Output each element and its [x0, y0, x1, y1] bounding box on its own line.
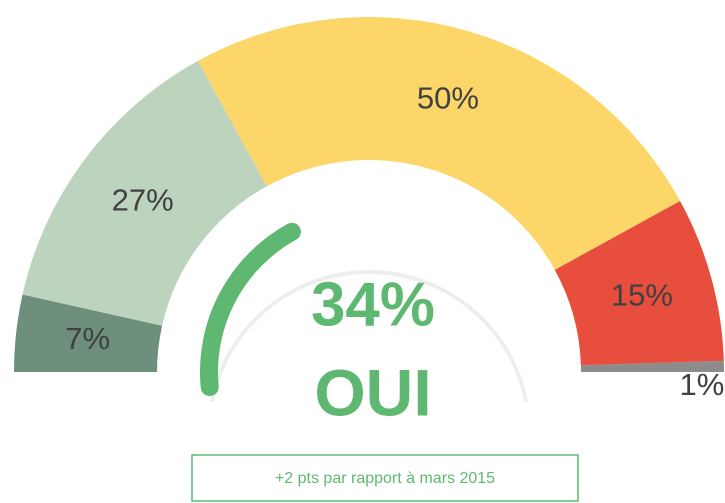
gauge-value: 34%: [311, 270, 435, 339]
gauge-arc: [200, 222, 301, 397]
segment-label: 1%: [680, 367, 725, 402]
annotation: +2 pts par rapport à mars 2015: [275, 470, 495, 487]
segment: [22, 60, 267, 326]
gauge-track: [209, 269, 529, 403]
annotation-box: [191, 454, 579, 502]
segment-label: 7%: [65, 321, 110, 356]
segment-label: 27%: [112, 182, 174, 217]
segment: [14, 294, 163, 372]
segment-label: 50%: [417, 80, 479, 115]
segment: [580, 360, 724, 372]
segment: [554, 200, 724, 366]
segment-label: 15%: [611, 278, 673, 313]
segment: [197, 17, 681, 270]
gauge-label: OUI: [314, 355, 431, 429]
